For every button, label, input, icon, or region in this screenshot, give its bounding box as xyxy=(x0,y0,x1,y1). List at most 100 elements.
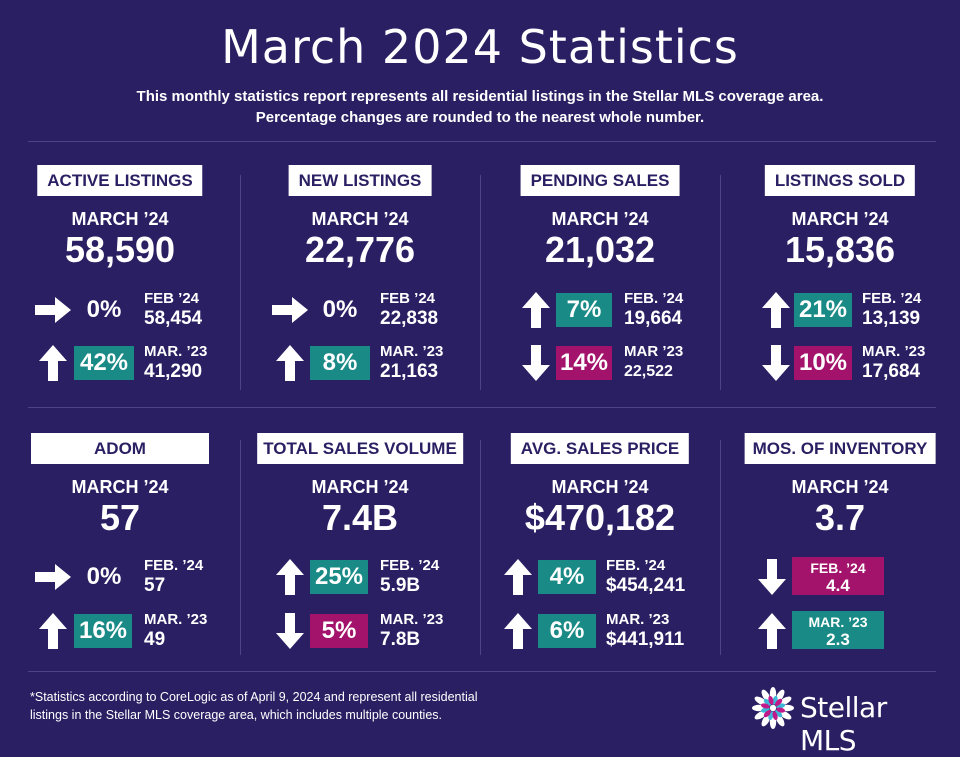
panel-months-of-inventory: MOS. OF INVENTORY MARCH ’24 3.7 FEB. ’24… xyxy=(720,433,960,683)
compare-row-prev-month: 0% FEB ’24 22,838 xyxy=(240,290,480,330)
compare-row-prev-month: 4% FEB. ’24 $454,241 xyxy=(480,557,720,597)
percent-change: 0% xyxy=(86,296,122,323)
comparison: MAR. ’23 17,684 xyxy=(862,343,925,383)
arrow-up-icon xyxy=(33,611,73,651)
comparison-value: $441,911 xyxy=(606,629,685,650)
percent-change: 21% xyxy=(794,293,852,327)
compare-row-prev-year: 5% MAR. ’23 7.8B xyxy=(240,611,480,651)
comparison-value: 5.9B xyxy=(380,575,421,596)
comparison-label: MAR. ’23 xyxy=(808,614,868,630)
percent-change: 0% xyxy=(86,563,122,590)
arrow-down-icon xyxy=(516,343,556,383)
comparison-label: FEB ’24 xyxy=(380,290,436,307)
arrow-right-icon xyxy=(33,290,73,330)
comparison-value: 19,664 xyxy=(624,308,683,329)
comparison-value: 58,454 xyxy=(144,308,203,329)
panel-label: LISTINGS SOLD xyxy=(764,165,916,196)
compare-row-prev-month: 0% FEB ’24 58,454 xyxy=(0,290,240,330)
comparison-value: $454,241 xyxy=(606,575,686,596)
arrow-up-icon xyxy=(33,343,73,383)
comparison-value: 22,838 xyxy=(380,308,439,329)
panel-period: MARCH ’24 xyxy=(791,477,889,497)
column-divider xyxy=(480,440,481,655)
comparison-label: MAR ’23 xyxy=(624,343,684,360)
panel-period: MARCH ’24 xyxy=(551,209,649,229)
comparison-badge: FEB. ’24 4.4 xyxy=(792,557,884,595)
panel-avg-sales-price: AVG. SALES PRICE MARCH ’24 $470,182 4% F… xyxy=(480,433,720,683)
comparison-label: MAR. ’23 xyxy=(380,611,444,628)
comparison: MAR. ’23 7.8B xyxy=(380,611,443,651)
comparison-value: 41,290 xyxy=(144,361,203,382)
percent-change: 5% xyxy=(310,614,368,648)
compare-row-prev-month: 21% FEB. ’24 13,139 xyxy=(720,290,960,330)
panel-value: 22,776 xyxy=(304,229,416,270)
divider-middle xyxy=(28,407,936,408)
panel-value: 57 xyxy=(99,497,141,538)
arrow-up-icon xyxy=(756,290,796,330)
divider-bottom xyxy=(28,671,936,672)
panel-value: $470,182 xyxy=(524,497,676,538)
compare-row-prev-month: FEB. ’24 4.4 xyxy=(720,557,960,597)
subtitle-line-2: Percentage changes are rounded to the ne… xyxy=(255,109,705,126)
panel-pending-sales: PENDING SALES MARCH ’24 21,032 7% FEB. ’… xyxy=(480,165,720,415)
comparison-value: 17,684 xyxy=(862,361,921,382)
comparison-label: MAR. ’23 xyxy=(606,611,670,628)
panel-value: 21,032 xyxy=(544,229,656,270)
subtitle-line-1: This monthly statistics report represent… xyxy=(136,88,824,105)
arrow-up-icon xyxy=(516,290,556,330)
comparison: MAR. ’23 41,290 xyxy=(144,343,207,383)
comparison-label: FEB ’24 xyxy=(144,290,200,307)
comparison-label: FEB. ’24 xyxy=(606,557,666,574)
column-divider xyxy=(720,175,721,390)
panel-value: 15,836 xyxy=(784,229,896,270)
divider-top xyxy=(28,141,936,142)
compare-row-prev-year: 8% MAR. ’23 21,163 xyxy=(240,343,480,383)
comparison: MAR ’23 22,522 xyxy=(624,343,683,383)
panel-value: 7.4B xyxy=(321,497,399,538)
comparison-value: 22,522 xyxy=(624,363,673,380)
percent-change: 25% xyxy=(310,560,368,594)
comparison-value: 57 xyxy=(144,575,166,596)
panel-value: 58,590 xyxy=(64,229,176,270)
comparison-label: FEB. ’24 xyxy=(380,557,440,574)
subtitle: This monthly statistics report represent… xyxy=(0,86,960,128)
comparison-value: 4.4 xyxy=(826,576,850,595)
arrow-up-icon xyxy=(270,557,310,597)
compare-row-prev-month: 7% FEB. ’24 19,664 xyxy=(480,290,720,330)
comparison-value: 13,139 xyxy=(862,308,921,329)
compare-row-prev-year: 14% MAR ’23 22,522 xyxy=(480,343,720,383)
arrow-right-icon xyxy=(270,290,310,330)
percent-change: 4% xyxy=(538,560,596,594)
comparison: FEB. ’24 57 xyxy=(144,557,203,597)
column-divider xyxy=(240,175,241,390)
compare-row-prev-year: MAR. ’23 2.3 xyxy=(720,611,960,651)
percent-change: 6% xyxy=(538,614,596,648)
comparison: MAR. ’23 21,163 xyxy=(380,343,443,383)
comparison-label: FEB. ’24 xyxy=(624,290,684,307)
logo-text: Stellar MLS xyxy=(800,691,887,757)
comparison-label: FEB. ’24 xyxy=(144,557,204,574)
comparison-value: 49 xyxy=(144,629,166,650)
comparison-label: MAR. ’23 xyxy=(144,343,208,360)
comparison: FEB. ’24 19,664 xyxy=(624,290,683,330)
percent-change: 8% xyxy=(310,346,370,380)
panel-label: PENDING SALES xyxy=(520,165,680,196)
comparison: MAR. ’23 $441,911 xyxy=(606,611,684,651)
percent-change: 0% xyxy=(322,296,358,323)
comparison-value: 7.8B xyxy=(380,629,421,650)
panel-period: MARCH ’24 xyxy=(791,209,889,229)
panel-label: MOS. OF INVENTORY xyxy=(744,433,936,464)
comparison-value: 2.3 xyxy=(826,630,850,649)
comparison: FEB ’24 22,838 xyxy=(380,290,438,330)
page-title: March 2024 Statistics xyxy=(221,20,739,74)
panel-active-listings: ACTIVE LISTINGS MARCH ’24 58,590 0% FEB … xyxy=(0,165,240,415)
arrow-right-icon xyxy=(33,557,73,597)
comparison-label: MAR. ’23 xyxy=(144,611,208,628)
panel-value: 3.7 xyxy=(814,497,866,538)
comparison-value: 21,163 xyxy=(380,361,439,382)
panel-listings-sold: LISTINGS SOLD MARCH ’24 15,836 21% FEB. … xyxy=(720,165,960,415)
compare-row-prev-year: 16% MAR. ’23 49 xyxy=(0,611,240,651)
panel-label: ACTIVE LISTINGS xyxy=(37,165,203,196)
panel-label: AVG. SALES PRICE xyxy=(510,433,690,464)
comparison: FEB. ’24 5.9B xyxy=(380,557,439,597)
